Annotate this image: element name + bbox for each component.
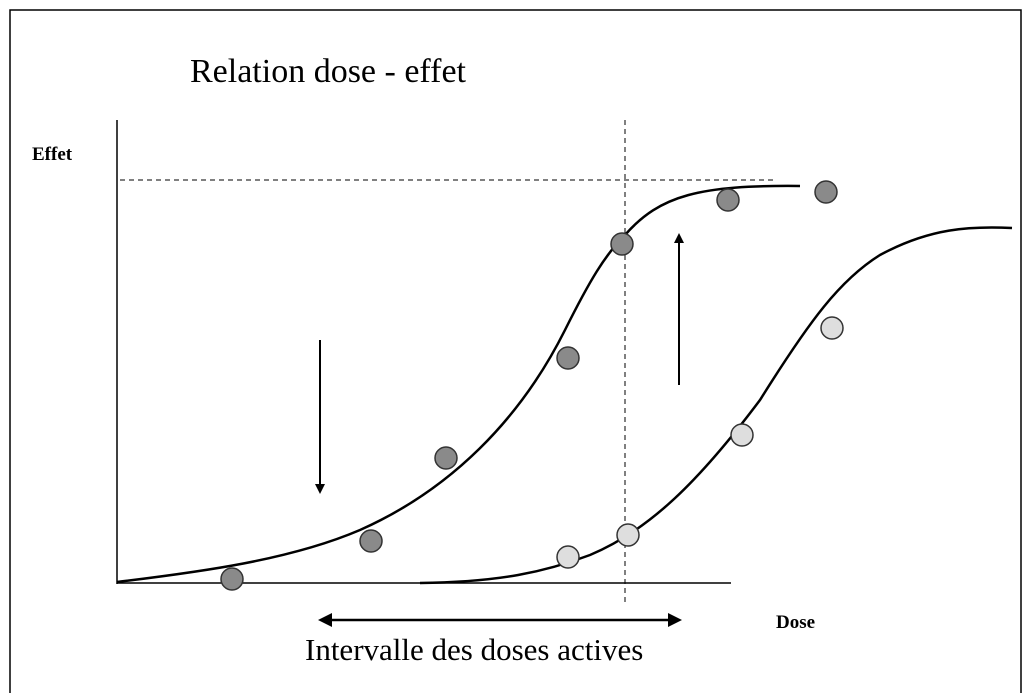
interval-label: Intervalle des doses actives	[305, 632, 643, 667]
point	[716, 188, 740, 212]
point	[814, 180, 838, 204]
curve-a	[116, 184, 801, 584]
point	[220, 567, 244, 591]
point	[616, 523, 640, 547]
point	[556, 545, 580, 569]
x-axis-label: Dose	[776, 612, 815, 633]
curve-b	[419, 226, 1013, 585]
point	[556, 346, 580, 370]
points-a	[220, 180, 838, 591]
point	[730, 423, 754, 447]
point	[820, 316, 844, 340]
point	[359, 529, 383, 553]
points-b	[556, 316, 844, 569]
title: Relation dose - effet	[190, 53, 467, 90]
point	[610, 232, 634, 256]
point	[434, 446, 458, 470]
frame	[9, 9, 1022, 693]
y-axis-label: Effet	[32, 144, 73, 165]
